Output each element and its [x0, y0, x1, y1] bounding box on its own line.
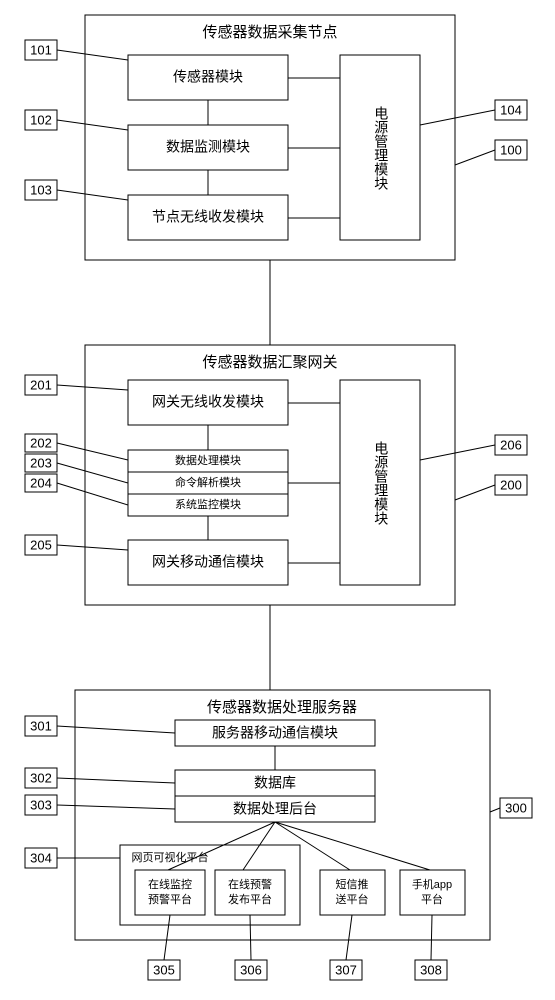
ref-307: 307 — [335, 962, 357, 977]
ref-206: 206 — [500, 437, 522, 452]
ref-300: 300 — [505, 800, 527, 815]
block-server: 传感器数据处理服务器 服务器移动通信模块 数据库 数据处理后台 网页可视化平台 … — [75, 690, 490, 940]
ref-201: 201 — [30, 377, 52, 392]
ref-306: 306 — [240, 962, 262, 977]
module-301: 服务器移动通信模块 — [212, 725, 338, 741]
sub-305-l2: 预警平台 — [148, 892, 192, 906]
module-101: 传感器模块 — [173, 69, 243, 85]
sub-308-l2: 平台 — [421, 892, 443, 906]
module-304: 网页可视化平台 — [132, 850, 209, 864]
module-302: 数据库 — [254, 775, 296, 791]
module-102: 数据监测模块 — [166, 139, 250, 155]
ref-205: 205 — [30, 537, 52, 552]
block2-title: 传感器数据汇聚网关 — [202, 354, 337, 371]
block-gateway: 传感器数据汇聚网关 网关无线收发模块 数据处理模块 命令解析模块 系统监控模块 … — [85, 345, 455, 605]
block3-title: 传感器数据处理服务器 — [207, 699, 357, 716]
ref-100: 100 — [500, 142, 522, 157]
ref-203: 203 — [30, 455, 52, 470]
ref-302: 302 — [30, 770, 52, 785]
ref-308: 308 — [420, 962, 442, 977]
ref-200: 200 — [500, 477, 522, 492]
module-202: 数据处理模块 — [175, 453, 241, 467]
ref-303: 303 — [30, 797, 52, 812]
block1-title: 传感器数据采集节点 — [202, 24, 337, 41]
ref-202: 202 — [30, 435, 52, 450]
ref-304: 304 — [30, 850, 52, 865]
block-sensor-node: 传感器数据采集节点 传感器模块 数据监测模块 节点无线收发模块 电源管理模块 — [85, 15, 455, 260]
power-104: 电源管理模块 — [373, 106, 389, 190]
sub-307-l2: 送平台 — [336, 892, 369, 906]
module-303: 数据处理后台 — [233, 801, 317, 817]
sub-306-l1: 在线预警 — [228, 877, 272, 891]
sub-307-l1: 短信推 — [336, 877, 369, 891]
power-206: 电源管理模块 — [373, 441, 389, 525]
system-diagram: 传感器数据采集节点 传感器模块 数据监测模块 节点无线收发模块 电源管理模块 1… — [0, 0, 555, 1000]
module-201: 网关无线收发模块 — [152, 394, 264, 410]
sub-305-l1: 在线监控 — [148, 877, 192, 891]
ref-102: 102 — [30, 112, 52, 127]
module-103: 节点无线收发模块 — [152, 209, 264, 225]
ref-204: 204 — [30, 475, 52, 490]
ref-301: 301 — [30, 718, 52, 733]
sub-308-l1: 手机app — [412, 877, 452, 891]
module-203: 命令解析模块 — [175, 475, 241, 489]
module-205: 网关移动通信模块 — [152, 554, 264, 570]
module-204: 系统监控模块 — [175, 497, 241, 511]
ref-103: 103 — [30, 182, 52, 197]
ref-305: 305 — [153, 962, 175, 977]
ref-101: 101 — [30, 42, 52, 57]
sub-306-l2: 发布平台 — [228, 892, 272, 906]
ref-104: 104 — [500, 102, 522, 117]
